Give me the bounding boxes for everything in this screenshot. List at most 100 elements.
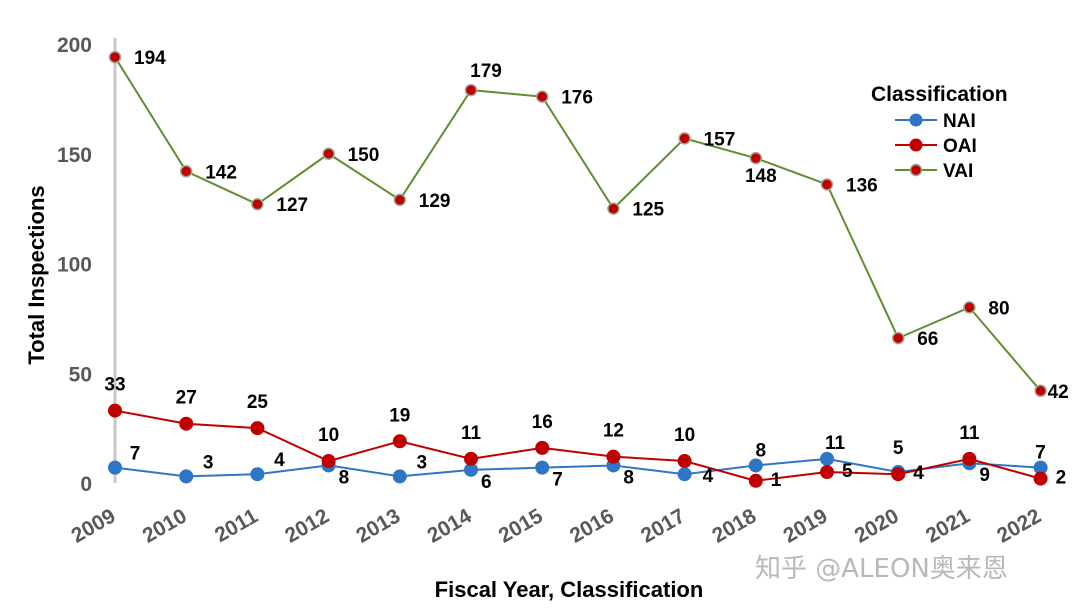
data-label-vai: 176 bbox=[561, 88, 593, 109]
data-point-vai bbox=[251, 197, 264, 211]
y-tick-label: 50 bbox=[69, 363, 92, 386]
data-label-vai: 129 bbox=[419, 191, 451, 212]
data-label-vai: 157 bbox=[704, 129, 736, 150]
legend-marker bbox=[909, 113, 923, 127]
x-tick-label: 2017 bbox=[637, 504, 689, 547]
y-axis-title: Total Inspections bbox=[24, 185, 49, 364]
data-label-oai: 1 bbox=[771, 470, 782, 491]
data-label-vai: 142 bbox=[205, 162, 237, 183]
data-label-oai: 10 bbox=[674, 425, 695, 446]
data-label-nai: 4 bbox=[703, 466, 714, 487]
x-axis-title: Fiscal Year, Classification bbox=[435, 577, 704, 602]
data-point-vai bbox=[678, 132, 691, 145]
series-vai bbox=[108, 50, 1047, 398]
data-label-nai: 4 bbox=[274, 450, 285, 471]
data-label-oai: 2 bbox=[1056, 468, 1067, 489]
data-label-oai: 11 bbox=[959, 423, 980, 444]
series-layer bbox=[108, 50, 1048, 488]
data-label-nai: 7 bbox=[1035, 443, 1046, 464]
y-tick-label: 150 bbox=[57, 144, 92, 167]
data-label-nai: 7 bbox=[130, 444, 141, 465]
data-label-nai: 8 bbox=[756, 440, 767, 461]
data-label-vai: 148 bbox=[745, 166, 777, 187]
data-point-vai bbox=[108, 50, 122, 64]
data-point-oai bbox=[250, 421, 265, 436]
data-label-oai: 12 bbox=[603, 421, 624, 442]
legend-marker bbox=[909, 138, 923, 152]
data-label-oai: 19 bbox=[389, 405, 410, 426]
data-point-vai bbox=[749, 151, 763, 165]
series-line-vai bbox=[114, 56, 1042, 392]
data-point-oai bbox=[392, 434, 407, 449]
data-label-oai: 27 bbox=[176, 388, 197, 409]
data-label-nai: 3 bbox=[417, 452, 428, 473]
data-point-oai bbox=[962, 451, 977, 466]
data-label-vai: 179 bbox=[470, 61, 502, 82]
data-point-oai bbox=[535, 440, 550, 455]
y-tick-label: 200 bbox=[57, 34, 92, 57]
data-label-oai: 5 bbox=[842, 461, 853, 482]
series-oai bbox=[108, 403, 1048, 488]
data-label-oai: 10 bbox=[318, 425, 339, 446]
x-tick-label: 2009 bbox=[68, 504, 120, 547]
data-label-oai: 11 bbox=[461, 423, 482, 444]
data-point-nai bbox=[677, 467, 692, 482]
x-tick-label: 2013 bbox=[352, 504, 404, 547]
x-tick-label: 2022 bbox=[993, 504, 1045, 547]
data-label-nai: 9 bbox=[979, 465, 990, 486]
x-axis: 2009 2010 2011 2012 2013 2014 2015 2016 2017 2018… bbox=[68, 504, 1046, 547]
data-point-nai bbox=[392, 469, 407, 484]
y-tick-label: 0 bbox=[80, 473, 92, 496]
data-point-vai bbox=[535, 90, 549, 103]
data-point-vai bbox=[464, 83, 478, 97]
data-point-vai bbox=[179, 165, 193, 178]
data-point-oai bbox=[321, 454, 336, 469]
data-label-vai: 125 bbox=[632, 200, 664, 221]
data-label-vai: 194 bbox=[134, 48, 166, 69]
legend-item-oai: OAI bbox=[895, 136, 977, 157]
data-point-oai bbox=[179, 416, 194, 431]
data-point-vai bbox=[1034, 384, 1047, 398]
legend-title: Classification bbox=[871, 83, 1008, 106]
data-point-vai bbox=[891, 331, 905, 345]
x-tick-label: 2021 bbox=[922, 504, 974, 547]
legend: Classification NAI OAI VAI bbox=[871, 83, 1008, 182]
data-point-oai bbox=[606, 449, 621, 464]
x-tick-label: 2018 bbox=[708, 504, 760, 547]
series-line-nai bbox=[114, 457, 1041, 478]
x-tick-label: 2015 bbox=[495, 504, 547, 547]
data-point-nai bbox=[535, 460, 550, 475]
legend-label: NAI bbox=[943, 111, 976, 132]
data-label-vai: 127 bbox=[276, 195, 308, 216]
data-label-oai: 33 bbox=[104, 375, 125, 396]
x-tick-label: 2019 bbox=[780, 504, 832, 547]
x-tick-label: 2020 bbox=[851, 504, 903, 547]
data-label-nai: 7 bbox=[552, 470, 563, 491]
data-point-oai bbox=[108, 403, 122, 418]
legend-label: VAI bbox=[943, 161, 973, 182]
watermark: 知乎 @ALEON奥来恩 bbox=[755, 554, 1008, 584]
legend-marker bbox=[909, 163, 923, 177]
data-point-vai bbox=[963, 301, 976, 314]
data-label-oai: 16 bbox=[532, 412, 553, 433]
y-tick-label: 100 bbox=[57, 254, 92, 277]
data-point-nai bbox=[820, 451, 834, 466]
data-point-oai bbox=[820, 465, 834, 480]
data-point-vai bbox=[607, 202, 620, 215]
data-point-oai bbox=[891, 467, 906, 482]
data-point-vai bbox=[820, 178, 834, 191]
data-point-nai bbox=[748, 458, 763, 473]
series-nai bbox=[108, 451, 1048, 484]
data-label-vai: 136 bbox=[846, 175, 878, 196]
x-tick-label: 2011 bbox=[211, 504, 262, 547]
data-point-oai bbox=[1033, 471, 1048, 486]
legend-item-vai: VAI bbox=[895, 161, 973, 182]
series-line-oai bbox=[114, 409, 1041, 482]
data-point-nai bbox=[108, 460, 122, 475]
x-tick-label: 2010 bbox=[139, 504, 191, 547]
data-label-nai: 8 bbox=[339, 467, 350, 488]
x-tick-label: 2016 bbox=[566, 504, 618, 547]
x-tick-label: 2014 bbox=[424, 504, 476, 547]
